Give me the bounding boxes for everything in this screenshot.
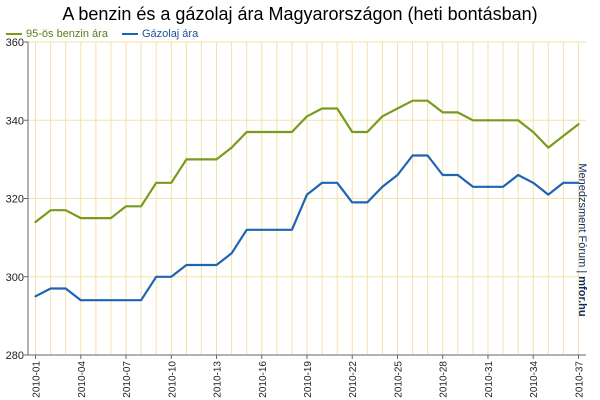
x-tick-label: 2010-16 xyxy=(258,361,269,398)
y-tick-label: 320 xyxy=(6,194,24,206)
legend-swatch-benzin xyxy=(6,33,22,35)
series-line-benzin xyxy=(34,99,580,224)
x-tick-label: 2010-37 xyxy=(574,361,585,398)
x-tick-label: 2010-13 xyxy=(213,361,224,398)
source-watermark: Menedzsment Fórum | mfor.hu xyxy=(576,163,588,316)
legend-item-benzin: 95-ös benzin ára xyxy=(6,28,108,40)
y-tick-label: 280 xyxy=(6,350,24,362)
x-tick-label: 2010-07 xyxy=(122,361,133,398)
y-tick-label: 360 xyxy=(6,37,24,49)
legend-label-benzin: 95-ös benzin ára xyxy=(26,28,108,40)
legend-label-gazolaj: Gázolaj ára xyxy=(141,28,199,40)
x-tick-label: 2010-10 xyxy=(167,361,178,398)
legend-swatch-gazolaj xyxy=(121,33,138,35)
x-tick-label: 2010-22 xyxy=(348,361,359,398)
y-tick-label: 340 xyxy=(6,115,24,127)
chart-legend: 95-ös benzin ára Gázolaj ára xyxy=(6,27,212,41)
x-tick-label: 2010-04 xyxy=(77,361,88,398)
x-tick-label: 2010-25 xyxy=(393,361,404,398)
x-tick-label: 2010-31 xyxy=(484,361,495,398)
x-tick-label: 2010-34 xyxy=(529,361,540,398)
x-tick-label: 2010-19 xyxy=(303,361,314,398)
watermark-brand: mfor.hu xyxy=(576,276,588,317)
watermark-text: Menedzsment Fórum | xyxy=(576,163,588,277)
x-tick-label: 2010-28 xyxy=(439,361,450,398)
chart-title: A benzin és a gázolaj ára Magyarországon… xyxy=(62,4,538,24)
y-tick-label: 300 xyxy=(6,272,24,284)
legend-item-gazolaj: Gázolaj ára xyxy=(121,28,199,40)
x-tick-label: 2010-01 xyxy=(32,361,43,398)
series-line-gazolaj xyxy=(34,154,580,302)
